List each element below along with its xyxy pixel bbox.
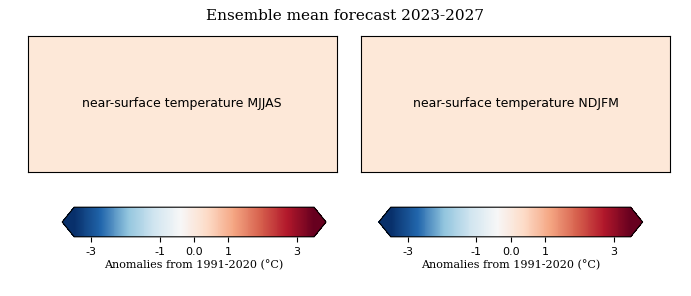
PathPatch shape [314, 207, 326, 237]
X-axis label: Anomalies from 1991-2020 (°C): Anomalies from 1991-2020 (°C) [421, 259, 600, 270]
Text: near-surface temperature MJJAS: near-surface temperature MJJAS [82, 97, 282, 110]
PathPatch shape [62, 207, 74, 237]
X-axis label: Anomalies from 1991-2020 (°C): Anomalies from 1991-2020 (°C) [104, 259, 284, 270]
Text: near-surface temperature NDJFM: near-surface temperature NDJFM [413, 97, 618, 110]
PathPatch shape [631, 207, 643, 237]
Text: Ensemble mean forecast 2023-2027: Ensemble mean forecast 2023-2027 [207, 9, 484, 23]
PathPatch shape [379, 207, 391, 237]
